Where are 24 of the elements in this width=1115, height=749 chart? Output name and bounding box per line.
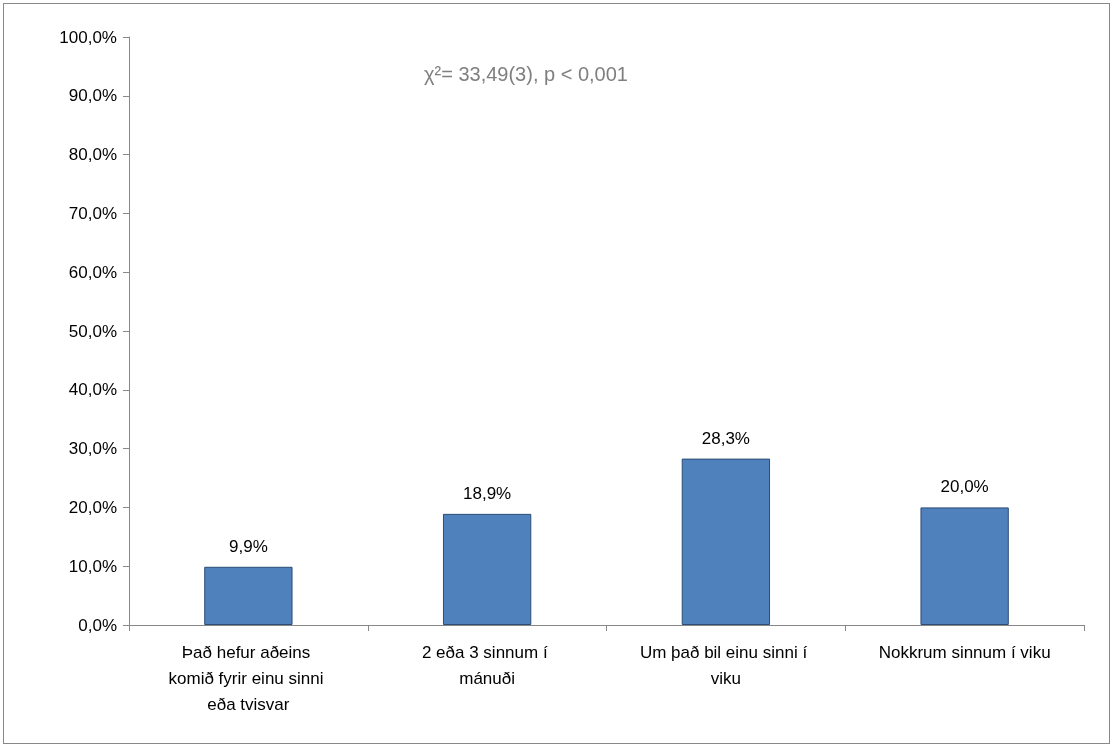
y-tick-label: 100,0% xyxy=(59,27,117,47)
data-label: 18,9% xyxy=(463,483,512,503)
y-tick-label: 60,0% xyxy=(68,262,117,282)
annotation: χ²= 33,49(3), p < 0,001 xyxy=(424,63,628,85)
y-tick-label: 0,0% xyxy=(78,615,117,635)
y-tick-label: 90,0% xyxy=(68,86,117,106)
bar xyxy=(204,566,293,625)
bar xyxy=(681,458,771,625)
data-label: 9,9% xyxy=(229,536,268,556)
y-tick-label: 20,0% xyxy=(68,497,117,517)
data-label: 20,0% xyxy=(940,477,989,497)
y-tick-label: 30,0% xyxy=(68,439,117,459)
y-tick-label: 50,0% xyxy=(68,321,117,341)
bar xyxy=(442,513,532,625)
bar xyxy=(920,507,1009,625)
data-label: 28,3% xyxy=(701,428,750,448)
x-tick-label: 2 eða 3 sinnum í mánuði xyxy=(421,642,553,688)
x-tick-label: Nokkrum sinnum í viku xyxy=(878,642,1051,662)
y-tick-label: 10,0% xyxy=(68,556,117,576)
y-tick-label: 80,0% xyxy=(68,145,117,165)
y-tick-label: 40,0% xyxy=(68,380,117,400)
x-tick-label: Um það bil einu sinni í viku xyxy=(639,642,812,688)
y-tick-label: 70,0% xyxy=(68,203,117,223)
x-tick-label: Það hefur aðeins komið fyrir einu sinni eða tvisvar xyxy=(168,642,329,714)
